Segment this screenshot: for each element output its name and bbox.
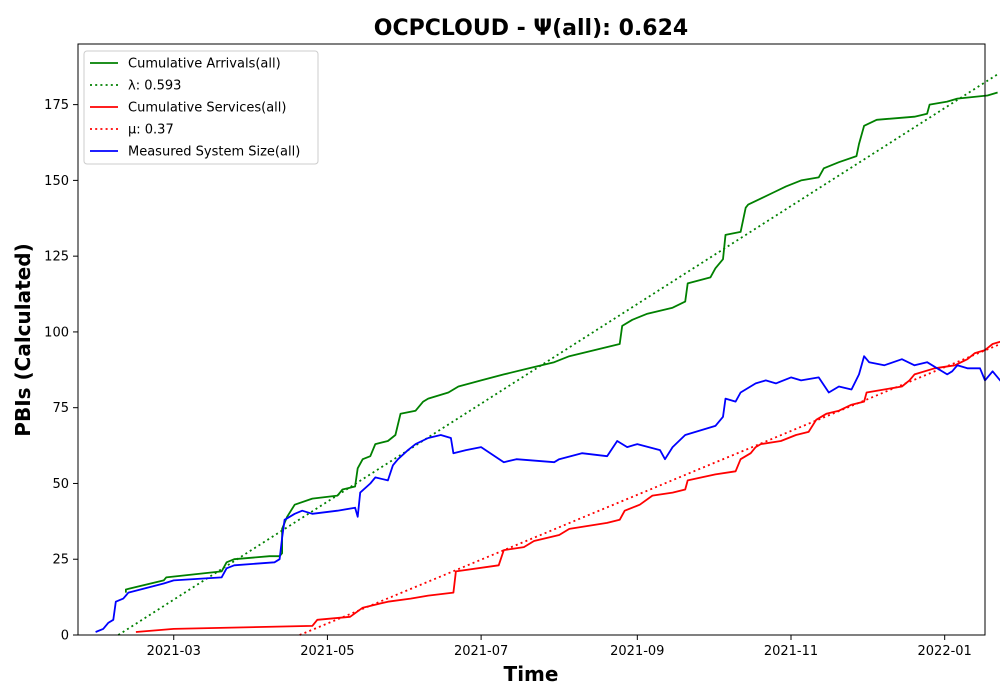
legend-label-3: μ: 0.37 [128, 123, 174, 138]
y-axis-ticks: 0 25 50 75 100 125 150 175 [44, 98, 78, 643]
x-tick-label: 2021-05 [300, 644, 354, 659]
legend-label-2: Cumulative Services(all) [128, 101, 286, 116]
x-axis-label: Time [504, 662, 559, 686]
y-tick-label: 25 [52, 553, 69, 568]
x-tick-label: 2021-11 [764, 644, 818, 659]
x-tick-label: 2021-07 [454, 644, 508, 659]
legend: Cumulative Arrivals(all) λ: 0.593 Cumulati… [84, 51, 318, 164]
legend-label-4: Measured System Size(all) [128, 145, 300, 160]
y-tick-label: 150 [44, 174, 69, 189]
y-axis-label: PBIs (Calculated) [11, 243, 35, 436]
y-tick-label: 75 [52, 401, 69, 416]
x-tick-label: 2021-03 [147, 644, 201, 659]
x-axis-ticks: 2021-03 2021-05 2021-07 2021-09 2021-11 2022-… [147, 635, 972, 659]
x-tick-label: 2022-01 [918, 644, 972, 659]
y-tick-label: 125 [44, 250, 69, 265]
x-tick-label: 2021-09 [610, 644, 664, 659]
y-tick-label: 50 [52, 477, 69, 492]
y-tick-label: 100 [44, 325, 69, 340]
legend-label-0: Cumulative Arrivals(all) [128, 57, 281, 72]
y-tick-label: 175 [44, 98, 69, 113]
chart-title: OCPCLOUD - Ψ(all): 0.624 [374, 16, 688, 41]
y-tick-label: 0 [61, 629, 69, 644]
legend-label-1: λ: 0.593 [128, 79, 181, 94]
